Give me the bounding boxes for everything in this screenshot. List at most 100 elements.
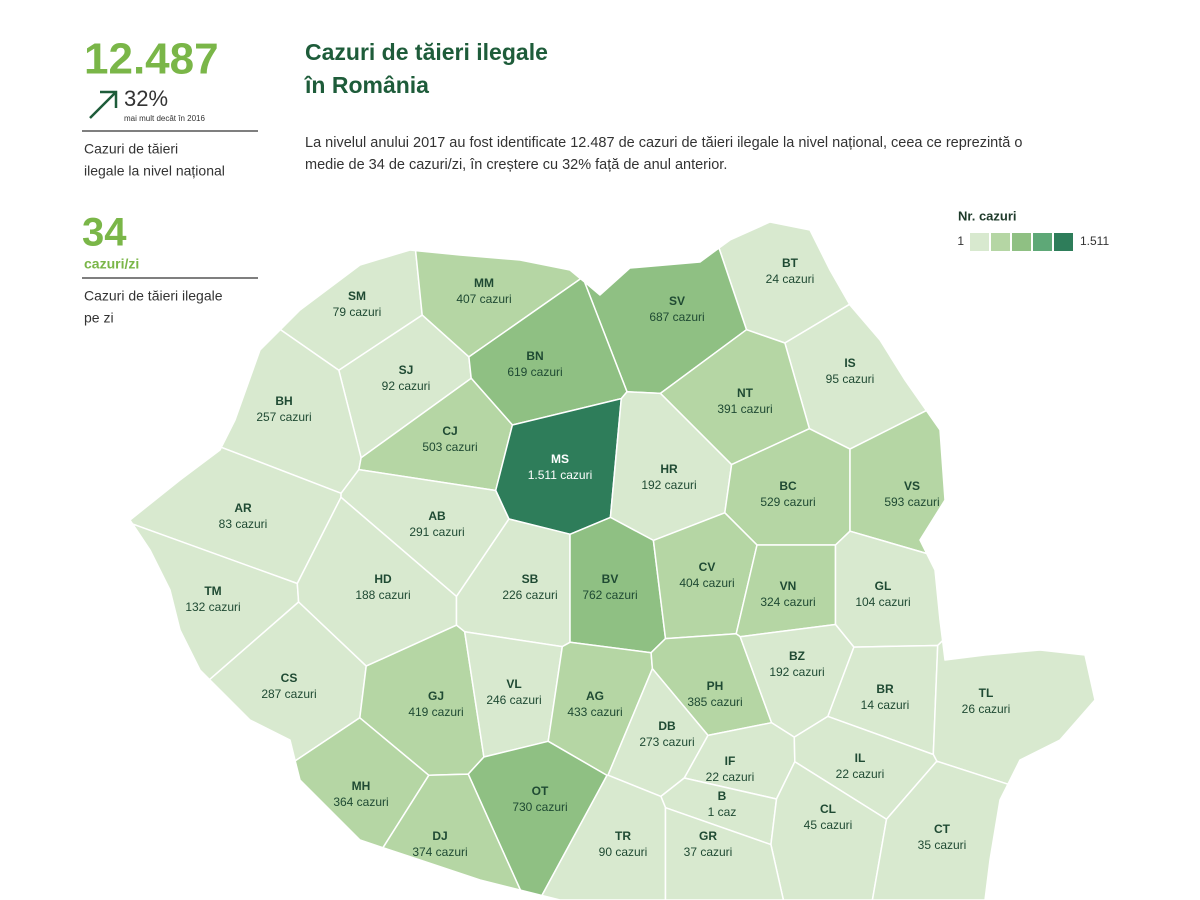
county-code: SJ — [399, 363, 414, 377]
county-count: 257 cazuri — [256, 410, 311, 424]
county-code: PH — [707, 679, 724, 693]
description: medie de 34 de cazuri/zi, în creștere cu… — [305, 157, 727, 173]
county-code: BR — [876, 682, 894, 696]
title: Cazuri de tăieri ilegale — [305, 39, 548, 65]
county-code: BZ — [789, 649, 805, 663]
county-count: 188 cazuri — [355, 588, 410, 602]
county-code: BH — [275, 394, 292, 408]
county-count: 104 cazuri — [855, 595, 910, 609]
legend-max: 1.511 — [1080, 234, 1109, 248]
county-count: 529 cazuri — [760, 495, 815, 509]
county-count: 246 cazuri — [486, 693, 541, 707]
county — [871, 760, 1009, 900]
county-code: BC — [779, 479, 797, 493]
county-count: 503 cazuri — [422, 440, 477, 454]
map — [129, 221, 1096, 900]
legend-swatch — [991, 233, 1010, 251]
county — [294, 717, 430, 849]
county-count: 35 cazuri — [918, 838, 967, 852]
county-code: TM — [204, 584, 221, 598]
county-code: CT — [934, 822, 951, 836]
county-code: GL — [875, 579, 892, 593]
total-caption: ilegale la nivel național — [84, 163, 225, 179]
county-count: 226 cazuri — [502, 588, 557, 602]
county-code: MM — [474, 276, 494, 290]
per-day-caption: Cazuri de tăieri ilegale — [84, 288, 223, 304]
county-count: 404 cazuri — [679, 576, 734, 590]
county-count: 95 cazuri — [826, 372, 875, 386]
county-code: AR — [234, 501, 252, 515]
legend-min: 1 — [957, 234, 964, 248]
county — [382, 773, 522, 891]
county — [849, 409, 946, 555]
county-count: 730 cazuri — [512, 800, 567, 814]
county — [932, 639, 1096, 785]
increase-note: mai mult decât în 2016 — [124, 114, 205, 123]
county-count: 324 cazuri — [760, 595, 815, 609]
county-code: CV — [699, 560, 716, 574]
county-count: 407 cazuri — [456, 292, 511, 306]
county-count: 419 cazuri — [408, 705, 463, 719]
county-code: IL — [855, 751, 866, 765]
county-count: 619 cazuri — [507, 365, 562, 379]
legend-swatch — [1054, 233, 1073, 251]
county-code: VS — [904, 479, 920, 493]
per-day-unit: cazuri/zi — [84, 256, 139, 272]
county-count: 1 caz — [708, 805, 737, 819]
per-day: 34 — [82, 211, 127, 255]
increase: 32% — [124, 86, 168, 111]
total-caption: Cazuri de tăieri — [84, 141, 178, 157]
title: în România — [304, 72, 429, 98]
county-count: 22 cazuri — [836, 767, 885, 781]
county-code: CJ — [442, 424, 457, 438]
county-count: 83 cazuri — [219, 517, 268, 531]
county-count: 287 cazuri — [261, 687, 316, 701]
county-code: BV — [602, 572, 619, 586]
county-count: 385 cazuri — [687, 695, 742, 709]
county-code: OT — [532, 784, 549, 798]
county-count: 132 cazuri — [185, 600, 240, 614]
county-count: 374 cazuri — [412, 845, 467, 859]
county-code: GR — [699, 829, 717, 843]
county-count: 92 cazuri — [382, 379, 431, 393]
county-code: HD — [374, 572, 392, 586]
county-code: SV — [669, 294, 685, 308]
county-code: DB — [658, 719, 676, 733]
county-count: 593 cazuri — [884, 495, 939, 509]
legend-title: Nr. cazuri — [958, 208, 1017, 223]
county-code: DJ — [432, 829, 447, 843]
county-count: 192 cazuri — [769, 665, 824, 679]
legend-swatch — [970, 233, 989, 251]
total: 12.487 — [84, 35, 219, 84]
county-code: B — [718, 789, 727, 803]
county-code: AB — [428, 509, 446, 523]
county — [541, 774, 667, 900]
per-day-caption: pe zi — [84, 310, 114, 326]
county-count: 291 cazuri — [409, 525, 464, 539]
county-count: 433 cazuri — [567, 705, 622, 719]
legend-swatch — [1012, 233, 1031, 251]
county-code: BT — [782, 256, 799, 270]
map-labels: SM 79 cazuri MM 407 cazuri BT 24 cazuri SV 687 … — [185, 256, 1010, 859]
county-count: 37 cazuri — [684, 845, 733, 859]
county-code: NT — [737, 386, 754, 400]
county-code: IS — [844, 356, 855, 370]
county-code: BN — [526, 349, 543, 363]
county-code: TL — [979, 686, 994, 700]
county-code: TR — [615, 829, 631, 843]
county — [664, 806, 785, 900]
county-code: MH — [352, 779, 371, 793]
county-code: IF — [725, 754, 736, 768]
county-count: 45 cazuri — [804, 818, 853, 832]
county-count: 364 cazuri — [333, 795, 388, 809]
county-count: 192 cazuri — [641, 478, 696, 492]
county-count: 24 cazuri — [766, 272, 815, 286]
legend-swatches — [970, 233, 1073, 251]
county-count: 762 cazuri — [582, 588, 637, 602]
county-count: 391 cazuri — [717, 402, 772, 416]
county-code: CL — [820, 802, 836, 816]
description: La nivelul anului 2017 au fost identific… — [305, 135, 1022, 151]
county-count: 1.511 cazuri — [528, 468, 592, 482]
county-code: AG — [586, 689, 604, 703]
